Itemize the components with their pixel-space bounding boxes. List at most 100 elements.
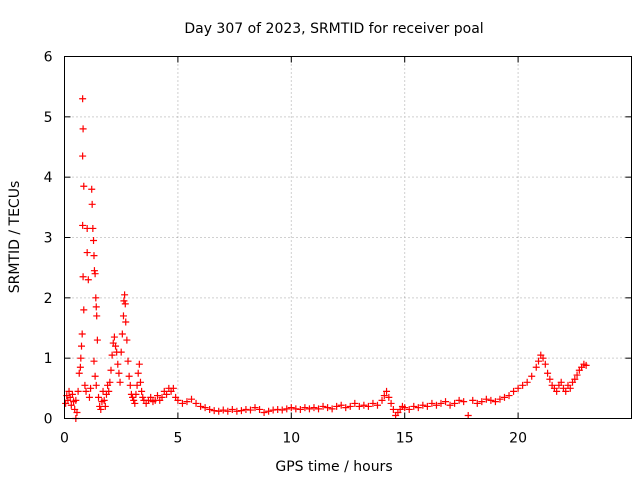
tick-labels: 0 5 10 15 20 0 1 2 3 4 5 6 bbox=[44, 50, 527, 447]
data-point bbox=[460, 398, 468, 406]
data-point bbox=[134, 369, 142, 377]
data-point bbox=[491, 398, 499, 406]
chart-title: Day 307 of 2023, SRMTID for receiver poa… bbox=[184, 21, 483, 37]
data-point bbox=[571, 375, 579, 383]
data-point bbox=[73, 408, 81, 416]
data-point bbox=[206, 405, 214, 413]
data-point bbox=[163, 390, 171, 398]
data-point bbox=[79, 152, 87, 160]
data-point bbox=[201, 404, 209, 412]
data-point bbox=[328, 405, 336, 413]
y-tick-label: 4 bbox=[44, 170, 53, 186]
data-point bbox=[68, 390, 76, 398]
data-point bbox=[119, 312, 127, 320]
data-point bbox=[278, 406, 286, 414]
data-point bbox=[315, 405, 323, 413]
data-point bbox=[81, 381, 89, 389]
data-point bbox=[455, 396, 463, 404]
data-point bbox=[514, 384, 522, 392]
data-point bbox=[242, 405, 250, 413]
data-point bbox=[283, 405, 291, 413]
data-point bbox=[305, 405, 313, 413]
data-point bbox=[246, 406, 254, 414]
data-point bbox=[79, 221, 87, 229]
data-point bbox=[93, 336, 101, 344]
data-point bbox=[95, 393, 103, 401]
data-point bbox=[100, 396, 108, 404]
data-point bbox=[442, 398, 450, 406]
data-point bbox=[582, 361, 590, 369]
data-point bbox=[260, 408, 268, 416]
data-point bbox=[90, 357, 98, 365]
data-point bbox=[478, 398, 486, 406]
data-point bbox=[88, 185, 96, 193]
data-point bbox=[562, 387, 570, 395]
data-point bbox=[378, 396, 386, 404]
data-point bbox=[91, 372, 99, 380]
y-tick-label: 1 bbox=[44, 351, 53, 367]
data-point bbox=[446, 401, 454, 409]
data-point bbox=[287, 404, 295, 412]
data-point bbox=[342, 404, 350, 412]
data-point bbox=[410, 402, 418, 410]
data-point bbox=[169, 384, 177, 392]
x-tick-label: 10 bbox=[282, 431, 300, 447]
x-tick-label: 5 bbox=[173, 431, 182, 447]
axis-ticks bbox=[64, 56, 632, 419]
data-point bbox=[87, 384, 95, 392]
data-point bbox=[566, 384, 574, 392]
data-point bbox=[107, 366, 115, 374]
data-point bbox=[496, 395, 504, 403]
data-point bbox=[101, 402, 109, 410]
data-point bbox=[528, 372, 536, 380]
data-point bbox=[419, 401, 427, 409]
data-point bbox=[90, 252, 98, 260]
x-tick-label: 0 bbox=[60, 431, 69, 447]
data-point bbox=[79, 273, 87, 281]
data-point bbox=[90, 267, 98, 275]
data-point bbox=[91, 270, 99, 278]
y-tick-label: 5 bbox=[44, 110, 53, 126]
data-point bbox=[292, 405, 300, 413]
data-point bbox=[158, 393, 166, 401]
data-point bbox=[79, 95, 87, 103]
data-point bbox=[437, 399, 445, 407]
data-point bbox=[174, 396, 182, 404]
data-point bbox=[105, 387, 113, 395]
data-point bbox=[84, 276, 92, 284]
data-point bbox=[269, 406, 277, 414]
data-point bbox=[337, 401, 345, 409]
data-point bbox=[369, 399, 377, 407]
data-point bbox=[82, 387, 90, 395]
data-point bbox=[90, 237, 98, 245]
data-point bbox=[469, 396, 477, 404]
data-point bbox=[85, 393, 93, 401]
data-point bbox=[75, 369, 83, 377]
grid bbox=[64, 56, 632, 419]
data-point bbox=[188, 395, 196, 403]
x-axis-label: GPS time / hours bbox=[275, 459, 392, 475]
data-point bbox=[233, 407, 241, 415]
data-point bbox=[92, 294, 100, 302]
data-point bbox=[121, 291, 129, 299]
x-tick-label: 20 bbox=[509, 431, 527, 447]
data-point bbox=[78, 330, 86, 338]
data-point bbox=[364, 402, 372, 410]
data-point bbox=[387, 399, 395, 407]
data-point bbox=[487, 396, 495, 404]
data-point bbox=[351, 399, 359, 407]
data-point bbox=[110, 333, 118, 341]
data-point bbox=[112, 342, 120, 350]
data-point bbox=[464, 411, 472, 419]
data-point bbox=[373, 401, 381, 409]
data-point bbox=[219, 406, 227, 414]
data-point bbox=[301, 404, 309, 412]
data-point bbox=[77, 354, 85, 362]
data-point bbox=[256, 405, 264, 413]
data-point bbox=[505, 392, 513, 400]
data-point bbox=[544, 369, 552, 377]
data-point bbox=[210, 407, 218, 415]
data-point bbox=[573, 371, 581, 379]
data-point bbox=[228, 405, 236, 413]
